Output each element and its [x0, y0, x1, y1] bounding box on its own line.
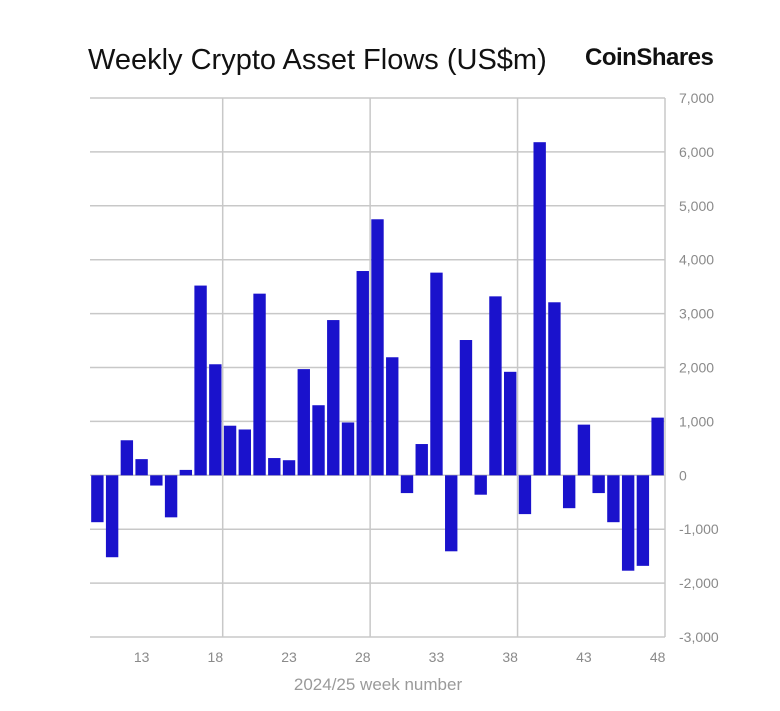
- bar-week-47: [636, 475, 650, 566]
- y-tick-label: 2,000: [679, 360, 714, 376]
- bar-week-39: [518, 475, 532, 515]
- y-tick-label: -1,000: [679, 521, 719, 537]
- bar-week-20: [238, 429, 251, 476]
- bar-week-42: [562, 475, 576, 509]
- bar-week-44: [592, 475, 605, 494]
- x-tick-label: 43: [576, 649, 592, 665]
- bar-week-38: [504, 371, 517, 476]
- bar-week-45: [607, 475, 620, 523]
- y-tick-label: 0: [679, 467, 687, 483]
- bar-week-23: [282, 460, 296, 476]
- bar-week-10: [91, 475, 104, 523]
- x-tick-label: 28: [355, 649, 371, 665]
- y-tick-label: -2,000: [679, 575, 719, 591]
- bar-week-15: [164, 475, 178, 518]
- bar-week-36: [474, 475, 487, 495]
- bar-week-37: [489, 296, 502, 476]
- chart-title: Weekly Crypto Asset Flows (US$m): [88, 44, 547, 76]
- bar-week-31: [400, 475, 414, 494]
- x-tick-label: 13: [134, 649, 150, 665]
- bar-week-13: [135, 459, 148, 476]
- bar-week-30: [386, 357, 399, 476]
- y-tick-label: -3,000: [679, 629, 719, 645]
- x-axis-label: 2024/25 week number: [294, 675, 463, 694]
- x-tick-label: 23: [281, 649, 297, 665]
- bar-week-41: [548, 302, 561, 476]
- y-tick-label: 1,000: [679, 413, 714, 429]
- bar-week-12: [120, 440, 134, 476]
- y-tick-label: 5,000: [679, 198, 714, 214]
- y-tick-label: 4,000: [679, 252, 714, 268]
- bar-week-22: [268, 458, 281, 476]
- y-tick-label: 7,000: [679, 90, 714, 106]
- bar-week-29: [371, 219, 384, 476]
- bar-week-16: [179, 469, 193, 476]
- x-tick-label: 38: [502, 649, 518, 665]
- bar-week-25: [312, 405, 325, 476]
- y-tick-label: 6,000: [679, 144, 714, 160]
- x-tick-label: 33: [429, 649, 445, 665]
- bar-week-24: [297, 369, 310, 476]
- bar-week-40: [533, 142, 546, 476]
- bar-week-11: [105, 475, 119, 558]
- bar-week-46: [621, 475, 635, 571]
- bar-week-34: [445, 475, 458, 552]
- bar-week-43: [577, 424, 591, 476]
- bar-week-32: [415, 444, 428, 476]
- bar-week-33: [430, 272, 443, 476]
- y-tick-label: 3,000: [679, 306, 714, 322]
- bar-week-26: [327, 320, 340, 476]
- bar-week-21: [253, 293, 266, 476]
- bar-week-19: [223, 425, 237, 476]
- bar-week-28: [356, 271, 369, 476]
- x-tick-label: 48: [650, 649, 666, 665]
- bar-week-48: [651, 417, 664, 476]
- x-tick-label: 18: [208, 649, 224, 665]
- bar-week-14: [150, 475, 163, 486]
- brand-logo: CoinShares: [585, 44, 714, 71]
- bar-week-27: [341, 422, 355, 476]
- bar-week-18: [209, 364, 222, 476]
- bar-week-17: [194, 285, 207, 476]
- bar-week-35: [459, 340, 473, 476]
